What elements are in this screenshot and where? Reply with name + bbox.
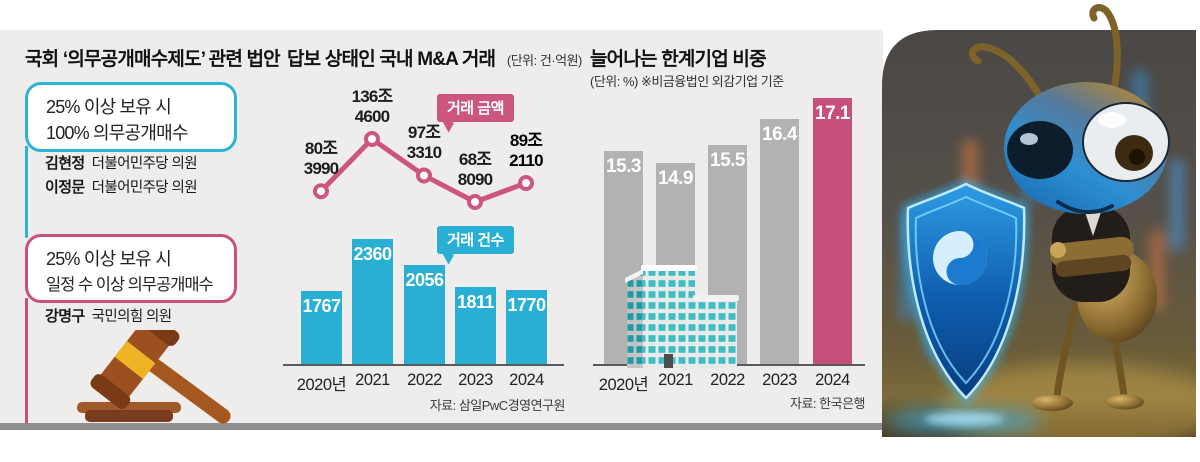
x-label-2020년: 2020년 — [598, 376, 649, 394]
bar-value: 2056 — [405, 270, 444, 290]
bar-2022: 2056 — [404, 265, 445, 366]
bar-value: 2360 — [353, 244, 392, 264]
amount-label-2021: 136조 4600 — [351, 87, 394, 126]
ant-shield-photo — [882, 4, 1196, 437]
bar-value: 17.1 — [815, 103, 850, 124]
building-icon — [625, 265, 739, 368]
bubble-line: 100% 의무공개매수 — [46, 123, 188, 143]
bar-2023: 1811 — [455, 287, 496, 366]
ma-x-labels: 2020년 2021 2022 2023 2024 — [285, 371, 565, 394]
sponsor-name: 김현정 — [45, 155, 85, 172]
line-point-2024 — [518, 175, 534, 192]
antenna-right-icon — [1089, 4, 1121, 94]
bubble-line: 25% 이상 보유 시 — [46, 97, 172, 117]
bar-value: 14.9 — [658, 168, 693, 189]
bills-panel-title: 국회 ‘의무공개매수제도’ 관련 법안 — [25, 49, 281, 70]
ant-smile — [1056, 200, 1114, 214]
line-point-2020년 — [313, 183, 329, 200]
bar-value: 1770 — [507, 295, 546, 315]
count-legend-badge: 거래 건수 — [437, 226, 514, 266]
bar-value: 1767 — [302, 296, 341, 316]
bar-value: 16.4 — [762, 124, 797, 145]
bar-value: 15.5 — [710, 150, 745, 171]
shield-icon — [902, 178, 1030, 406]
limit-x-labels: 2020년 2021 2022 2023 2024 — [595, 371, 865, 394]
ant-leg — [1053, 304, 1079, 400]
sponsor-name: 강명구 — [45, 308, 85, 325]
x-label-2021: 2021 — [355, 371, 390, 389]
ant-foot — [1031, 395, 1073, 411]
x-label-2023: 2023 — [458, 371, 493, 389]
limit-unit-note: (단위: %) ※비금융법인 외감기업 기준 — [590, 74, 784, 89]
ant-arms-crossed — [1050, 236, 1134, 278]
bar-value: 1811 — [456, 292, 495, 312]
limit-panel-title: 늘어나는 한계기업 비중 — [590, 49, 767, 70]
bar-value: 15.3 — [606, 156, 641, 177]
bar-2024: 1770 — [506, 290, 547, 366]
sponsor-name: 이정문 — [45, 179, 85, 196]
x-label-2020년: 2020년 — [296, 376, 347, 394]
line-point-2022 — [416, 167, 432, 184]
bubble-tail-line — [25, 298, 28, 424]
bubble-line: 일정 수 이상 의무공개매수 — [46, 276, 214, 294]
ma-count-bar-chart: 1767 2360 2056 1811 1770 — [285, 239, 565, 366]
bubble-line: 25% 이상 보유 시 — [46, 249, 172, 269]
amount-label-2024: 89조 2110 — [509, 131, 543, 170]
amount-label-2023: 68조 8090 — [457, 150, 493, 189]
sponsor-party: 국민의힘 의원 — [91, 309, 172, 325]
sponsor: 이정문 더불어민주당 의원 — [45, 176, 198, 200]
x-label-2024: 2024 — [509, 371, 544, 389]
shield-reflection-core — [924, 413, 1004, 425]
ant-character — [968, 4, 1170, 411]
sponsor-list-2: 강명구 국민의힘 의원 — [45, 305, 172, 329]
bar-2021: 2360 — [352, 239, 393, 366]
ma-title-text: 답보 상태인 국내 M&A 거래 — [287, 49, 496, 70]
x-label-2022: 2022 — [710, 371, 745, 389]
sponsor-party: 더불어민주당 의원 — [91, 156, 198, 172]
amount-label-2020년: 80조 3990 — [303, 139, 339, 179]
count-legend-label: 거래 건수 — [447, 232, 504, 249]
ma-x-axis — [283, 364, 564, 366]
amount-legend-label: 거래 금액 — [447, 100, 504, 117]
line-point-2021 — [364, 131, 380, 147]
bubble-tail-line — [25, 146, 28, 238]
bar-2024: 17.1 — [813, 98, 852, 366]
amount-legend-badge: 거래 금액 — [437, 94, 514, 134]
limit-bar-chart: 15.3 14.9 15.5 16.4 17.1 — [595, 98, 865, 366]
x-label-2021: 2021 — [658, 371, 693, 389]
limit-source: 자료: 한국은행 — [790, 396, 865, 411]
eye-highlight — [1098, 112, 1126, 128]
sponsor-list-1: 김현정 더불어민주당 의원 이정문 더불어민주당 의원 — [45, 152, 198, 200]
x-label-2022: 2022 — [407, 371, 442, 389]
amount-line-svg — [313, 131, 534, 210]
bill-bubble-democratic: 25% 이상 보유 시 100% 의무공개매수 — [25, 82, 237, 152]
bar-2020년: 1767 — [301, 291, 342, 366]
bottom-divider — [0, 423, 883, 430]
gavel-icon — [77, 330, 231, 424]
antenna-left-icon — [968, 43, 1044, 100]
eye-highlight — [1020, 133, 1038, 145]
ma-source: 자료: 삼일PwC경영연구원 — [429, 398, 566, 413]
x-label-2023: 2023 — [762, 371, 797, 389]
sponsor-party: 더불어민주당 의원 — [91, 180, 198, 196]
ma-unit-note: (단위: 건·억원) — [506, 53, 583, 68]
sponsor: 강명구 국민의힘 의원 — [45, 305, 172, 329]
suit-shirt — [1085, 212, 1101, 236]
ant-eye-left — [1007, 121, 1073, 179]
ma-panel-title: 답보 상태인 국내 M&A 거래 (단위: 건·억원) — [287, 44, 582, 72]
bill-bubble-ppp: 25% 이상 보유 시 일정 수 이상 의무공개매수 — [25, 234, 237, 303]
eye-pupil — [1129, 149, 1145, 165]
line-point-2023 — [467, 194, 483, 210]
x-label-2024: 2024 — [815, 371, 850, 389]
amount-label-2022: 97조 3310 — [406, 123, 442, 163]
sponsor: 김현정 더불어민주당 의원 — [45, 152, 198, 176]
ant-foot — [1106, 394, 1144, 410]
ma-amount-line-chart: 80조 3990 136조 4600 97조 3310 68조 8090 89조 2110 — [285, 80, 565, 225]
ant-hand — [1050, 242, 1066, 258]
bar-2023: 16.4 — [760, 119, 799, 366]
